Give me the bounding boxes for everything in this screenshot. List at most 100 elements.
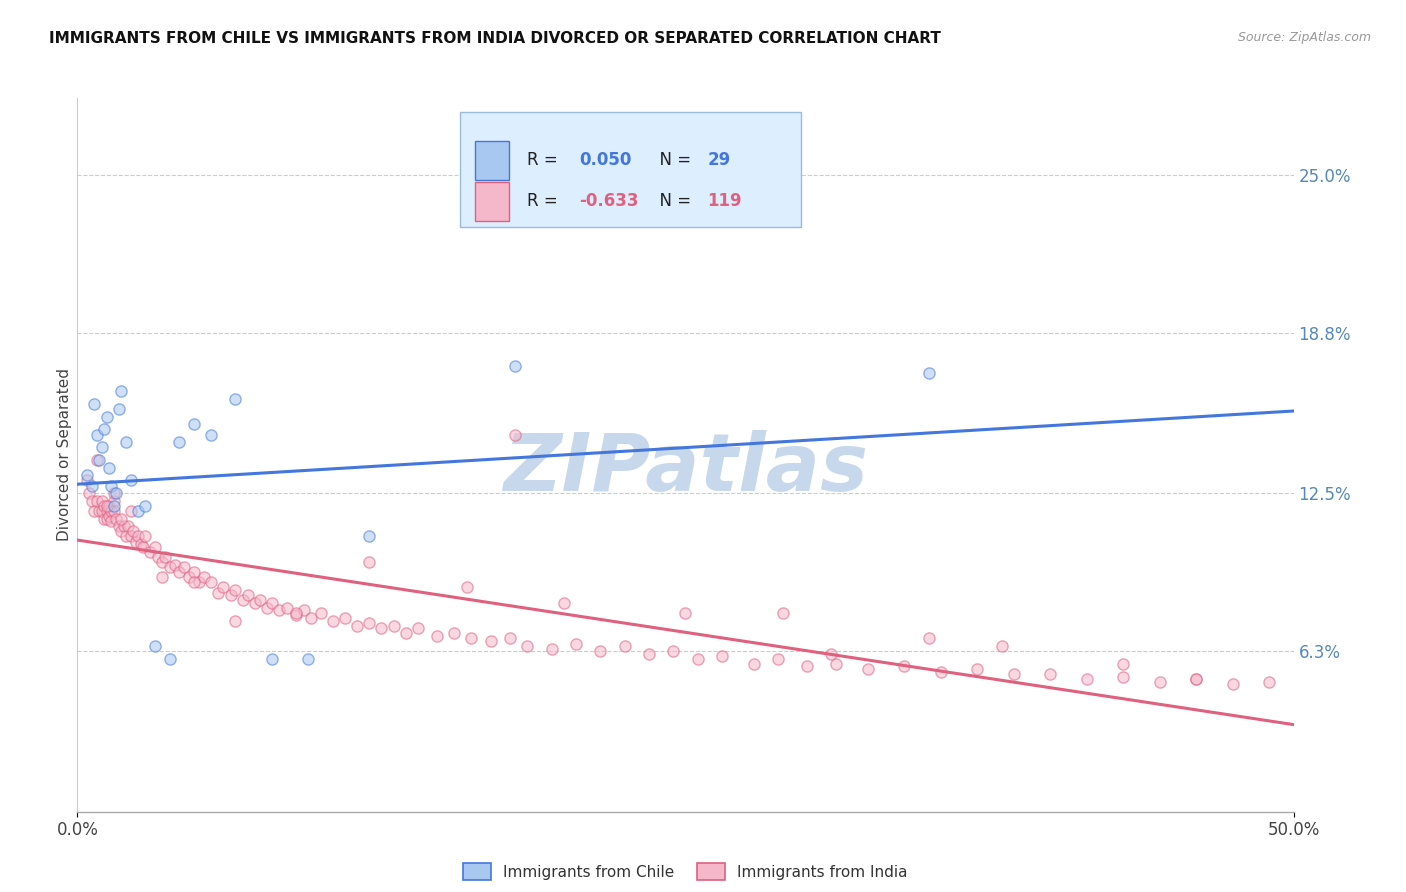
Point: [742, 657, 765, 671]
Point: [333, 611, 356, 625]
Point: [115, 529, 138, 543]
Point: [224, 392, 246, 406]
Point: [79, 486, 101, 500]
Point: [97, 460, 120, 475]
Point: [143, 540, 166, 554]
Point: [638, 647, 661, 661]
Point: [169, 435, 191, 450]
Point: [122, 524, 145, 539]
Point: [93, 499, 115, 513]
Point: [86, 427, 108, 442]
Point: [89, 453, 111, 467]
Point: [86, 453, 108, 467]
Point: [139, 545, 162, 559]
Point: [1222, 677, 1244, 691]
Point: [395, 626, 418, 640]
Point: [80, 478, 103, 492]
Point: [918, 632, 941, 646]
Point: [499, 632, 522, 646]
Point: [1149, 674, 1171, 689]
Point: [269, 603, 291, 617]
FancyBboxPatch shape: [460, 112, 801, 227]
Point: [100, 514, 122, 528]
Point: [232, 593, 254, 607]
Point: [93, 422, 115, 436]
Point: [966, 662, 988, 676]
Point: [152, 555, 174, 569]
Point: [107, 402, 129, 417]
Point: [553, 596, 575, 610]
Point: [256, 600, 278, 615]
Point: [406, 621, 429, 635]
Point: [212, 581, 235, 595]
Point: [80, 493, 103, 508]
Text: ZIPatlas: ZIPatlas: [503, 430, 868, 508]
Point: [346, 618, 368, 632]
Point: [297, 652, 319, 666]
Text: 119: 119: [707, 193, 742, 211]
Point: [299, 611, 322, 625]
Text: -0.633: -0.633: [579, 193, 640, 211]
Point: [990, 639, 1012, 653]
Point: [76, 474, 98, 488]
FancyBboxPatch shape: [475, 182, 509, 221]
Point: [96, 409, 118, 424]
Point: [516, 639, 538, 653]
Point: [565, 636, 588, 650]
Point: [169, 565, 191, 579]
Text: 29: 29: [707, 152, 731, 169]
Point: [1112, 670, 1135, 684]
Text: IMMIGRANTS FROM CHILE VS IMMIGRANTS FROM INDIA DIVORCED OR SEPARATED CORRELATION: IMMIGRANTS FROM CHILE VS IMMIGRANTS FROM…: [49, 31, 941, 46]
Point: [125, 534, 148, 549]
Point: [89, 504, 111, 518]
Point: [219, 588, 242, 602]
Point: [772, 606, 794, 620]
Point: [103, 499, 125, 513]
Point: [426, 629, 449, 643]
Point: [183, 575, 205, 590]
Point: [105, 511, 128, 525]
Point: [83, 504, 105, 518]
Point: [146, 549, 169, 564]
Point: [540, 641, 562, 656]
Text: N =: N =: [650, 152, 696, 169]
Point: [893, 659, 915, 673]
Point: [134, 499, 156, 513]
Point: [96, 511, 118, 525]
Point: [224, 582, 246, 597]
Point: [503, 359, 526, 373]
Point: [132, 540, 155, 554]
Point: [260, 652, 283, 666]
Point: [110, 524, 132, 539]
Point: [90, 440, 112, 454]
Point: [1185, 672, 1208, 686]
Point: [662, 644, 685, 658]
Point: [309, 606, 332, 620]
Point: [83, 397, 105, 411]
Point: [143, 639, 166, 653]
Point: [193, 570, 215, 584]
Point: [97, 499, 120, 513]
Point: [1258, 674, 1281, 689]
Point: [120, 529, 142, 543]
FancyBboxPatch shape: [475, 141, 509, 180]
Point: [163, 558, 186, 572]
Point: [200, 575, 222, 590]
Text: R =: R =: [527, 152, 564, 169]
Point: [249, 593, 271, 607]
Point: [103, 493, 125, 508]
Point: [96, 499, 118, 513]
Point: [120, 504, 142, 518]
Point: [110, 511, 132, 525]
Point: [97, 509, 120, 524]
Point: [918, 367, 941, 381]
Point: [479, 634, 502, 648]
Point: [675, 606, 697, 620]
Point: [1039, 667, 1062, 681]
Point: [322, 614, 344, 628]
Point: [103, 486, 125, 500]
Y-axis label: Divorced or Separated: Divorced or Separated: [56, 368, 72, 541]
Text: 0.050: 0.050: [579, 152, 631, 169]
Point: [159, 652, 181, 666]
Point: [159, 560, 181, 574]
